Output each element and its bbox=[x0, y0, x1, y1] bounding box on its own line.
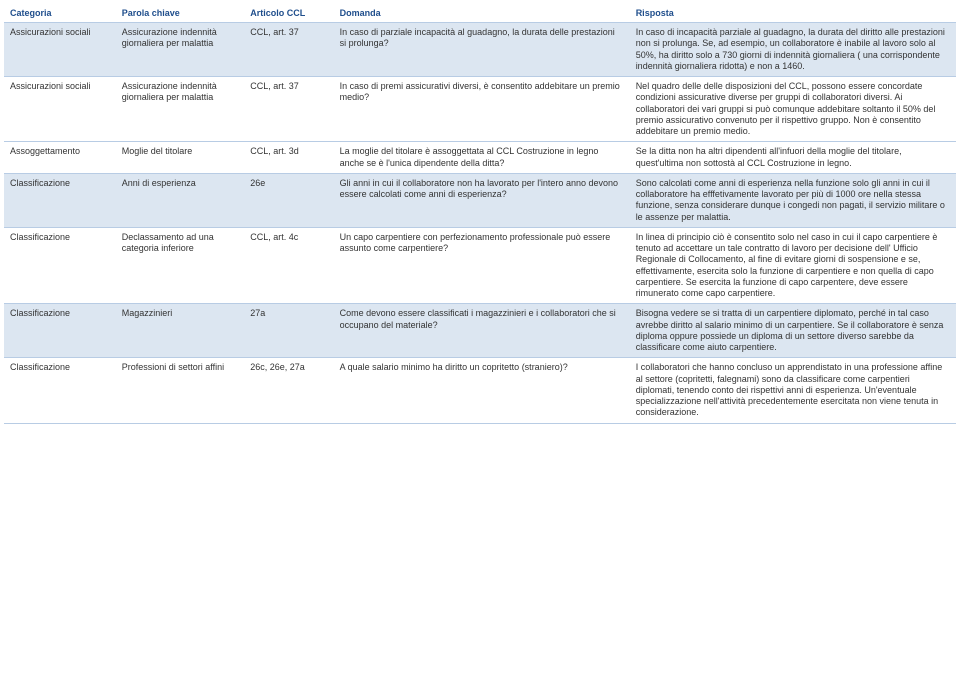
cell-c2: Magazzinieri bbox=[116, 304, 244, 358]
cell-c5: Sono calcolati come anni di esperienza n… bbox=[630, 173, 956, 227]
cell-c4: La moglie del titolare è assoggettata al… bbox=[334, 142, 630, 174]
cell-c2: Declassamento ad una categoria inferiore bbox=[116, 227, 244, 304]
header-row: Categoria Parola chiave Articolo CCL Dom… bbox=[4, 4, 956, 23]
faq-table: Categoria Parola chiave Articolo CCL Dom… bbox=[4, 4, 956, 424]
cell-c4: In caso di parziale incapacità al guadag… bbox=[334, 23, 630, 77]
cell-c4: A quale salario minimo ha diritto un cop… bbox=[334, 358, 630, 423]
cell-c1: Classificazione bbox=[4, 358, 116, 423]
table-row: Assicurazioni socialiAssicurazione inden… bbox=[4, 77, 956, 142]
cell-c2: Professioni di settori affini bbox=[116, 358, 244, 423]
cell-c4: Gli anni in cui il collaboratore non ha … bbox=[334, 173, 630, 227]
cell-c1: Assoggettamento bbox=[4, 142, 116, 174]
cell-c5: Nel quadro delle delle disposizioni del … bbox=[630, 77, 956, 142]
cell-c3: 27a bbox=[244, 304, 333, 358]
header-risposta: Risposta bbox=[630, 4, 956, 23]
cell-c3: CCL, art. 37 bbox=[244, 77, 333, 142]
table-row: ClassificazioneMagazzinieri27aCome devon… bbox=[4, 304, 956, 358]
cell-c5: Bisogna vedere se si tratta di un carpen… bbox=[630, 304, 956, 358]
cell-c1: Classificazione bbox=[4, 304, 116, 358]
cell-c1: Classificazione bbox=[4, 173, 116, 227]
cell-c3: CCL, art. 4c bbox=[244, 227, 333, 304]
table-row: ClassificazioneAnni di esperienza26eGli … bbox=[4, 173, 956, 227]
cell-c2: Assicurazione indennità giornaliera per … bbox=[116, 77, 244, 142]
cell-c3: CCL, art. 3d bbox=[244, 142, 333, 174]
cell-c1: Assicurazioni sociali bbox=[4, 77, 116, 142]
cell-c2: Anni di esperienza bbox=[116, 173, 244, 227]
table-row: Assicurazioni socialiAssicurazione inden… bbox=[4, 23, 956, 77]
cell-c3: 26c, 26e, 27a bbox=[244, 358, 333, 423]
header-articolo: Articolo CCL bbox=[244, 4, 333, 23]
cell-c4: In caso di premi assicurativi diversi, è… bbox=[334, 77, 630, 142]
cell-c4: Come devono essere classificati i magazz… bbox=[334, 304, 630, 358]
cell-c3: CCL, art. 37 bbox=[244, 23, 333, 77]
cell-c5: In caso di incapacità parziale al guadag… bbox=[630, 23, 956, 77]
header-categoria: Categoria bbox=[4, 4, 116, 23]
header-parola-chiave: Parola chiave bbox=[116, 4, 244, 23]
header-domanda: Domanda bbox=[334, 4, 630, 23]
cell-c5: Se la ditta non ha altri dipendenti all'… bbox=[630, 142, 956, 174]
cell-c4: Un capo carpentiere con perfezionamento … bbox=[334, 227, 630, 304]
cell-c2: Moglie del titolare bbox=[116, 142, 244, 174]
cell-c2: Assicurazione indennità giornaliera per … bbox=[116, 23, 244, 77]
table-row: ClassificazioneProfessioni di settori af… bbox=[4, 358, 956, 423]
table-row: AssoggettamentoMoglie del titolareCCL, a… bbox=[4, 142, 956, 174]
cell-c3: 26e bbox=[244, 173, 333, 227]
table-row: ClassificazioneDeclassamento ad una cate… bbox=[4, 227, 956, 304]
cell-c5: In linea di principio ciò è consentito s… bbox=[630, 227, 956, 304]
cell-c1: Assicurazioni sociali bbox=[4, 23, 116, 77]
cell-c1: Classificazione bbox=[4, 227, 116, 304]
cell-c5: I collaboratori che hanno concluso un ap… bbox=[630, 358, 956, 423]
